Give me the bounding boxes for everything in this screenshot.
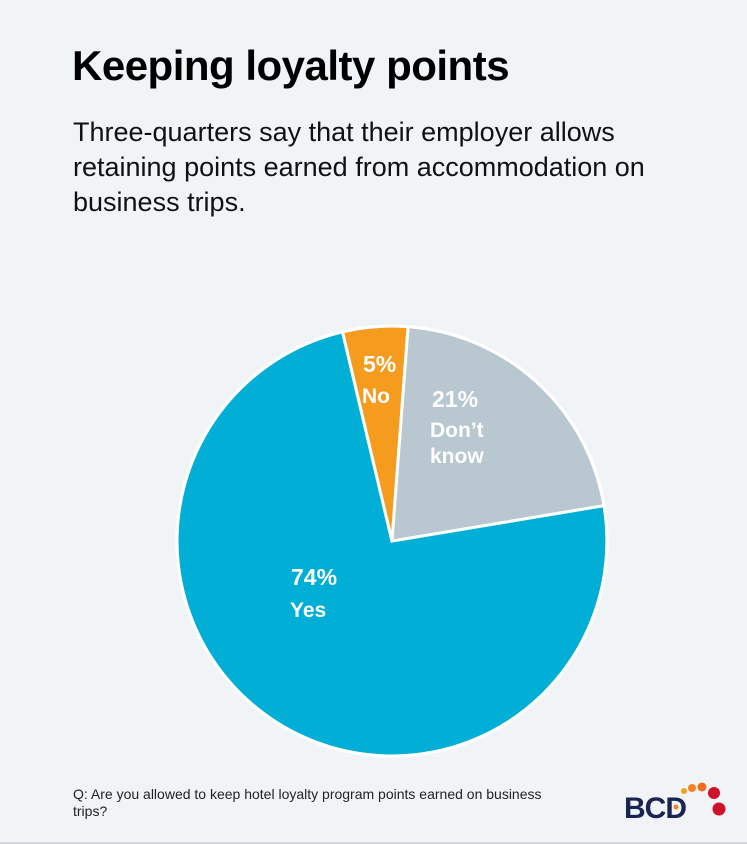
survey-question: Q: Are you allowed to keep hotel loyalty… — [73, 786, 542, 819]
label-no-name: No — [362, 385, 390, 408]
label-dontknow-name: Don’t — [430, 419, 484, 442]
label-yes-pct: 74% — [291, 564, 337, 590]
label-no-pct: 5% — [363, 351, 396, 377]
chart-title: Keeping loyalty points — [72, 42, 510, 89]
label-dontknow-name2: know — [430, 445, 484, 468]
bottom-divider — [0, 842, 747, 844]
label-dontknow-pct: 21% — [432, 386, 478, 412]
chart-subtitle: Three-quarters say that their employer a… — [73, 117, 645, 217]
slice-dont-know — [390, 324, 606, 543]
bcd-logo: BCD — [624, 782, 726, 825]
label-yes-name: Yes — [290, 599, 326, 622]
